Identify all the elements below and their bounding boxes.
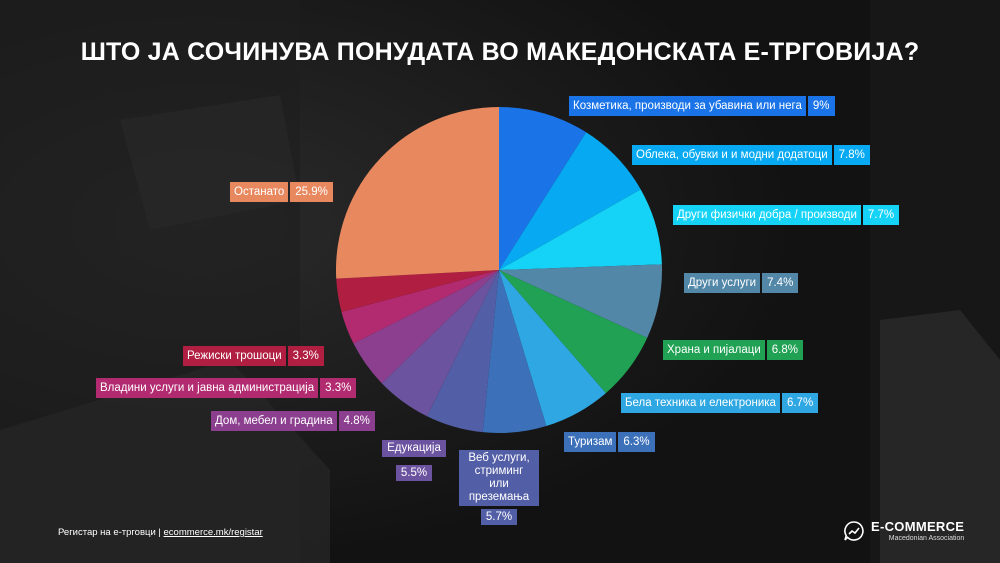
label-government: Владини услуги и јавна администрација 3.… bbox=[96, 378, 357, 398]
pie-slice-12 bbox=[335, 107, 499, 279]
label-web-services-name: Веб услуги, стриминг или преземања bbox=[459, 450, 539, 506]
label-tourism: Туризам 6.3% bbox=[564, 432, 655, 452]
label-food: Храна и пијалаци 6.8% bbox=[663, 340, 803, 360]
footer-source: Регистар на е-трговци | ecommerce.mk/reg… bbox=[58, 527, 263, 538]
pie-slice-2 bbox=[499, 189, 662, 270]
pie-slice-6 bbox=[482, 270, 547, 433]
label-other: Останато 25.9% bbox=[230, 182, 333, 202]
label-clothing: Облека, обувки и и модни додатоци 7.8% bbox=[632, 145, 870, 165]
pie-slice-1 bbox=[499, 132, 641, 270]
label-utilities: Режиски трошоци 3.3% bbox=[183, 346, 324, 366]
pie-slice-4 bbox=[499, 270, 648, 394]
pie-slice-9 bbox=[353, 270, 499, 384]
pie-slice-11 bbox=[336, 270, 499, 312]
chat-bubble-chart-icon bbox=[844, 520, 864, 541]
label-other-goods: Други физички добра / производи 7.7% bbox=[673, 205, 900, 225]
pie-slice-10 bbox=[341, 270, 499, 344]
footer-text: Регистар на е-трговци | bbox=[58, 527, 164, 538]
pie-slice-8 bbox=[381, 270, 499, 417]
footer-link[interactable]: ecommerce.mk/registar bbox=[163, 527, 263, 538]
label-education: Едукација 5.5% bbox=[382, 440, 446, 481]
chart-title: ШТО ЈА СОЧИНУВА ПОНУДАТА ВО МАКЕДОНСКАТА… bbox=[80, 38, 920, 66]
pie-slice-5 bbox=[499, 270, 606, 426]
brand-subtitle: Macedonian Association bbox=[888, 535, 965, 542]
label-other-services: Други услуги 7.4% bbox=[684, 273, 799, 293]
brand-name: E-COMMERCE bbox=[871, 519, 965, 534]
label-cosmetics: Козметика, производи за убавина или нега… bbox=[569, 96, 835, 116]
label-web-services: Веб услуги, стриминг или преземања 5.7% bbox=[459, 450, 539, 525]
pie-slice-7 bbox=[426, 270, 499, 433]
pie-slice-3 bbox=[499, 264, 662, 338]
label-home: Дом, мебел и градина 4.8% bbox=[211, 411, 375, 431]
brand-logo: E-COMMERCE Macedonian Association bbox=[843, 519, 964, 542]
label-electronics: Бела техника и електроника 6.7% bbox=[621, 393, 819, 413]
pie-slice-0 bbox=[499, 107, 587, 270]
